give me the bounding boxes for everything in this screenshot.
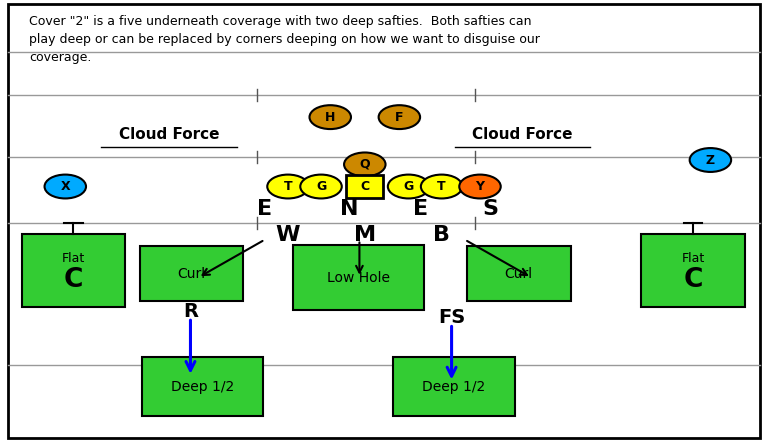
Text: Z: Z (706, 153, 715, 167)
Circle shape (45, 175, 86, 198)
Text: Cloud Force: Cloud Force (119, 127, 219, 142)
Circle shape (267, 175, 309, 198)
Text: Y: Y (475, 180, 485, 193)
Circle shape (421, 175, 462, 198)
FancyBboxPatch shape (393, 357, 515, 416)
Text: Cloud Force: Cloud Force (472, 127, 572, 142)
Text: C: C (64, 267, 83, 293)
Text: N: N (340, 198, 359, 219)
Text: Cover "2" is a five underneath coverage with two deep safties.  Both safties can: Cover "2" is a five underneath coverage … (29, 15, 540, 65)
Text: E: E (257, 198, 273, 219)
FancyBboxPatch shape (346, 175, 383, 198)
Text: M: M (354, 225, 376, 245)
Text: C: C (684, 267, 703, 293)
FancyBboxPatch shape (140, 246, 243, 301)
FancyBboxPatch shape (142, 357, 263, 416)
Text: S: S (482, 198, 498, 219)
Text: Q: Q (359, 158, 370, 171)
Circle shape (344, 152, 386, 176)
Circle shape (310, 105, 351, 129)
Text: Flat: Flat (61, 252, 85, 265)
Text: Curl: Curl (505, 267, 533, 281)
Circle shape (459, 175, 501, 198)
Text: Flat: Flat (681, 252, 705, 265)
Text: R: R (183, 302, 198, 321)
Text: Deep 1/2: Deep 1/2 (171, 380, 234, 393)
FancyBboxPatch shape (22, 234, 125, 307)
Text: Deep 1/2: Deep 1/2 (422, 380, 485, 393)
Text: T: T (283, 180, 293, 193)
Text: Low Hole: Low Hole (327, 271, 390, 285)
Circle shape (388, 175, 429, 198)
Circle shape (300, 175, 342, 198)
Text: F: F (395, 110, 404, 124)
Text: B: B (433, 225, 450, 245)
Text: W: W (276, 225, 300, 245)
Text: T: T (437, 180, 446, 193)
Text: H: H (325, 110, 336, 124)
Text: X: X (61, 180, 70, 193)
FancyBboxPatch shape (467, 246, 571, 301)
FancyBboxPatch shape (293, 245, 424, 310)
Text: E: E (413, 198, 429, 219)
Text: FS: FS (438, 308, 465, 327)
FancyBboxPatch shape (641, 234, 745, 307)
Circle shape (690, 148, 731, 172)
Text: Curl: Curl (177, 267, 206, 281)
Text: G: G (316, 180, 326, 193)
Text: G: G (403, 180, 414, 193)
FancyBboxPatch shape (8, 4, 760, 438)
Text: C: C (360, 180, 369, 193)
Circle shape (379, 105, 420, 129)
